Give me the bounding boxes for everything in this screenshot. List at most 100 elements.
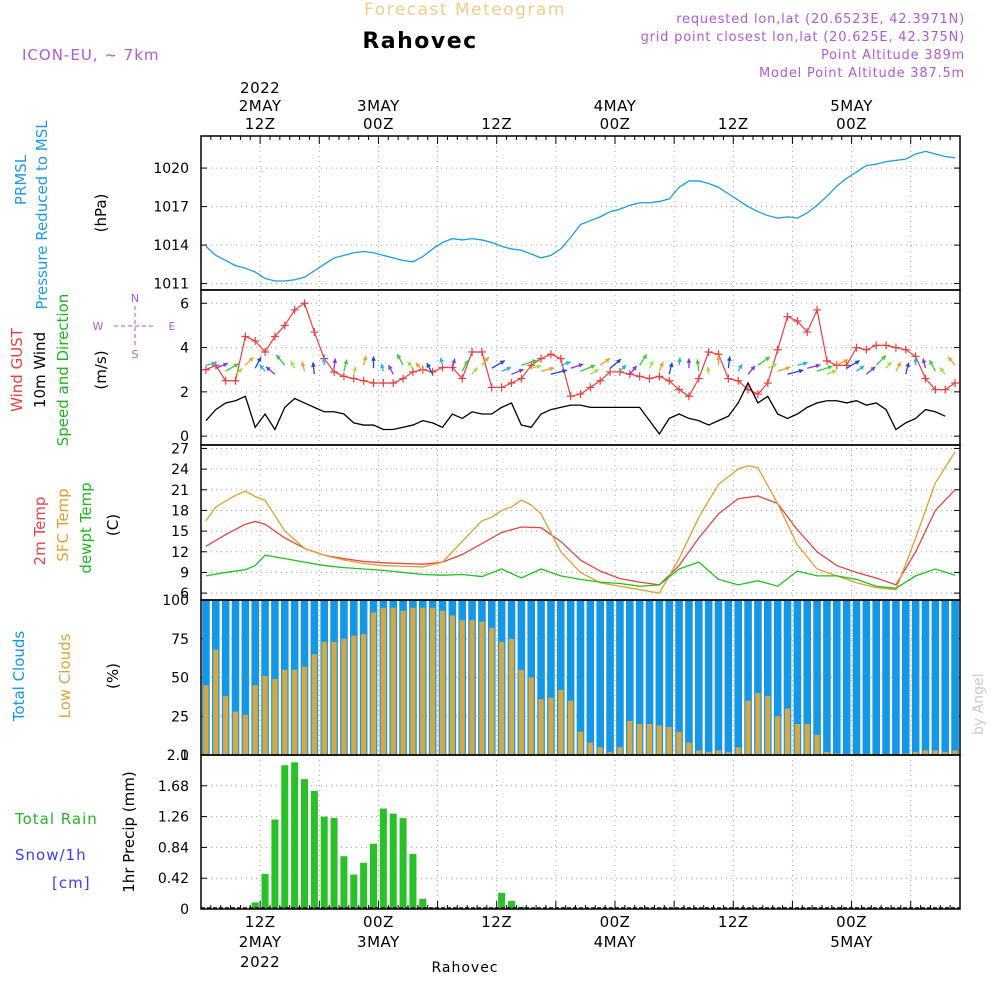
gust-marker	[537, 354, 546, 363]
total-cloud-bar	[251, 600, 260, 755]
gust-marker	[586, 383, 595, 392]
wind-arrowhead	[616, 359, 621, 364]
gridpoint-coords: grid point closest lon,lat (20.625E, 42.…	[641, 30, 965, 45]
gust-marker	[310, 328, 319, 337]
gust-marker	[576, 390, 585, 399]
compass-n: N	[131, 292, 139, 305]
low-cloud-bar	[232, 711, 239, 755]
total-cloud-bar	[882, 600, 890, 755]
gust-marker	[852, 343, 861, 352]
wind-arrowhead	[939, 367, 945, 373]
total-cloud-bar	[823, 600, 831, 755]
low-cloud-bar	[380, 607, 386, 755]
gust-marker	[458, 374, 467, 383]
compass-s: S	[132, 348, 139, 361]
low-cloud-bar	[538, 699, 544, 755]
wind-arrowhead	[536, 364, 542, 369]
wind-arrowhead	[896, 362, 901, 368]
precip-bar	[320, 816, 328, 909]
wind-arrowhead	[854, 360, 860, 365]
wind-arrowhead	[649, 360, 654, 366]
wind-arrowhead	[590, 364, 596, 370]
compass-w: W	[93, 320, 104, 333]
gust-marker	[951, 379, 960, 387]
product-title: Forecast Meteogram	[364, 0, 566, 20]
total-cloud-bar	[625, 600, 634, 755]
wind-arrowhead	[439, 357, 444, 363]
time-label-top: 2022	[240, 79, 280, 97]
total-cloud-bar	[616, 600, 624, 755]
low-cloud-bar	[390, 607, 396, 755]
low-cloud-bar	[725, 751, 731, 755]
ytick-label: 1.26	[158, 810, 189, 826]
low-cloud-bar	[351, 635, 357, 755]
total-cloud-bar	[704, 600, 713, 755]
wind-arrowhead	[248, 357, 254, 362]
gust-marker	[251, 336, 260, 345]
low-cloud-bar	[715, 750, 722, 755]
low-cloud-bar	[252, 685, 258, 755]
total-cloud-bar	[872, 600, 881, 755]
low-cloud-bar	[361, 634, 367, 755]
sfc-temp-line	[205, 451, 956, 594]
pressure-title-1: PRMSL	[12, 154, 30, 205]
dewpt-title: dewpt Temp	[77, 482, 95, 573]
gust-marker	[862, 345, 871, 354]
wind-arrowhead	[831, 369, 837, 375]
wind-arrowhead	[905, 362, 910, 368]
low-cloud-bar	[370, 612, 377, 755]
wind-arrowhead	[451, 358, 457, 364]
total-cloud-bar	[694, 600, 703, 755]
precip-bar	[271, 819, 279, 909]
total-cloud-bar	[724, 600, 733, 755]
low-cloud-bar	[321, 641, 327, 755]
ytick-label: 12	[171, 545, 189, 561]
ytick-label: 50	[171, 671, 189, 687]
low-cloud-bar	[755, 693, 761, 755]
ytick-label: 0	[180, 748, 189, 764]
model-altitude: Model Point Altitude 387.5m	[759, 66, 965, 81]
precip-bar	[330, 818, 338, 909]
total-cloud-bar	[606, 600, 614, 755]
precip-bar	[508, 900, 515, 909]
gust-marker	[566, 392, 575, 401]
wind-arrowhead	[506, 366, 512, 372]
precip-bar	[340, 856, 348, 909]
precip-grid: 0 0.42 0.84 1.26 1.68 2.1	[158, 748, 960, 918]
low-cloud-bar	[804, 724, 810, 755]
wind-arrowhead	[750, 365, 756, 371]
credit-watermark: by Angel	[971, 674, 987, 735]
wind-arrowhead	[913, 357, 919, 362]
time-label-top: 00Z	[836, 115, 867, 133]
precip-panel-labels: Total Rain Snow/1h [cm] 1hr Precip (mm)	[14, 771, 138, 892]
wind-arrowhead	[397, 354, 402, 360]
total-cloud-bar	[852, 600, 861, 755]
time-label-bottom: 12Z	[718, 913, 749, 931]
low-cloud-bar	[735, 747, 741, 755]
wind-arrowhead	[771, 363, 777, 368]
wind-arrowhead	[815, 363, 821, 369]
wind-arrowhead	[531, 359, 537, 364]
low-cloud-bar	[745, 700, 751, 755]
low-cloud-bar	[213, 649, 219, 755]
gust-marker	[793, 317, 802, 325]
total-cloud-bar	[842, 600, 851, 755]
pressure-unit: (hPa)	[92, 194, 110, 233]
total-cloud-bar	[754, 600, 762, 755]
gust-marker	[261, 348, 270, 356]
ytick-label: 1.68	[158, 779, 189, 795]
wind-arrowhead	[484, 356, 489, 362]
low-cloud-bar	[203, 685, 209, 755]
low-cloud-bar	[410, 607, 416, 755]
precip-bar	[301, 779, 308, 909]
time-label-top: 12Z	[718, 115, 749, 133]
temp-unit: (C)	[104, 514, 122, 536]
total-cloud-bar	[556, 600, 565, 755]
time-label-top: 4MAY	[594, 97, 637, 115]
low-cloud-bar	[223, 696, 229, 755]
time-label-bottom: 3MAY	[357, 933, 400, 951]
wind-arrowhead	[827, 365, 833, 370]
low-cloud-bar	[469, 620, 475, 755]
time-label-top: 00Z	[600, 115, 631, 133]
